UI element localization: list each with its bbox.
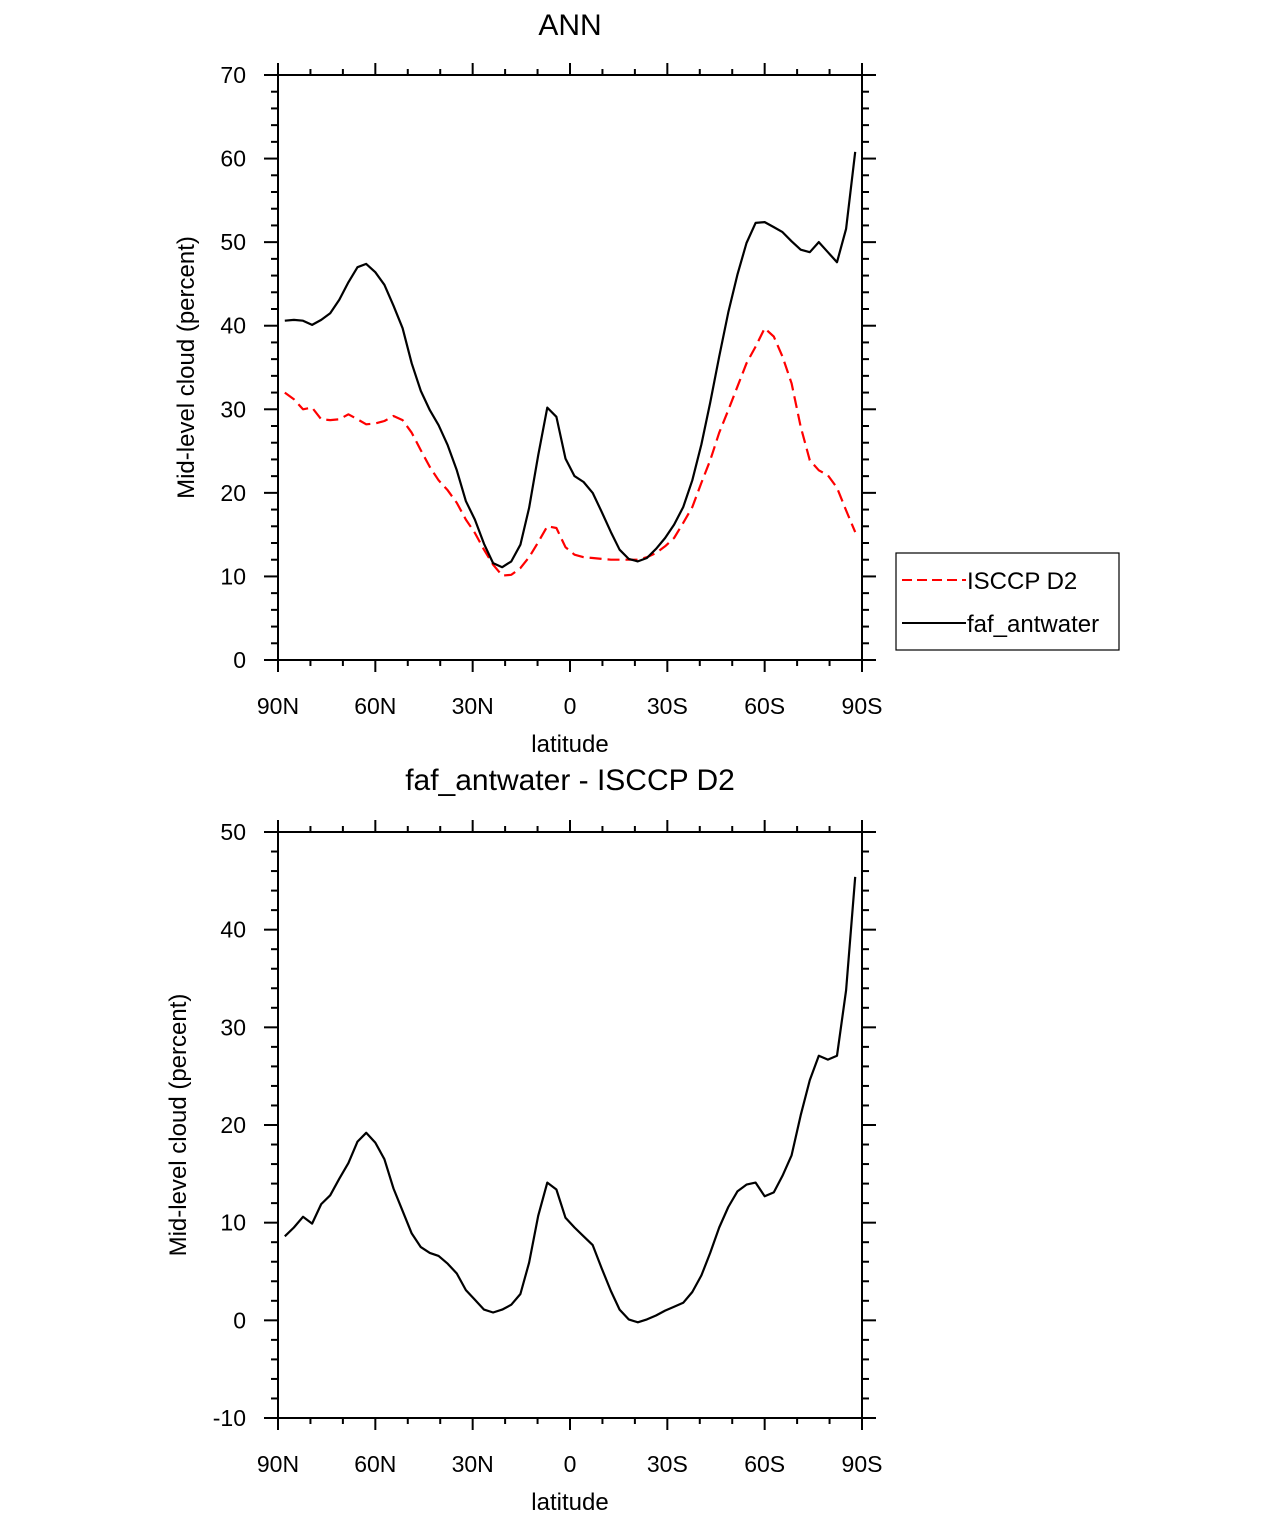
y-tick-label: 10 (220, 1210, 246, 1236)
y-tick-label: 20 (220, 1112, 246, 1138)
y-tick-label: -10 (213, 1405, 246, 1431)
y-tick-label: 70 (220, 62, 246, 88)
y-tick-label: 0 (233, 647, 246, 673)
chart-panel-2: 90N 60N 30N 0 30S 60S 90S -10 0 10 20 30 40 50 faf_ant… (165, 764, 882, 1516)
x-tick-label: 60S (744, 693, 785, 719)
x-tick-label: 90N (257, 1451, 299, 1477)
x-tick-label: 30S (647, 1451, 688, 1477)
y-tick-label: 20 (220, 480, 246, 506)
x-tick-label: 0 (564, 1451, 577, 1477)
x-tick-label: 30S (647, 693, 688, 719)
y-tick-label: 40 (220, 313, 246, 339)
x-tick-label: 90S (842, 1451, 883, 1477)
y-axis-title: Mid-level cloud (percent) (165, 994, 192, 1257)
x-tick-label: 0 (564, 693, 577, 719)
x-tick-label: 30N (452, 1451, 494, 1477)
x-tick-label: 30N (452, 693, 494, 719)
series-line-difference (284, 876, 857, 1324)
legend: ISCCP D2 faf_antwater (895, 552, 1120, 651)
y-tick-label: 50 (220, 229, 246, 255)
x-tick-label: 60S (744, 1451, 785, 1477)
y-tick-label: 10 (220, 563, 246, 589)
x-axis-title: latitude (531, 731, 608, 758)
y-tick-label: 0 (233, 1307, 246, 1333)
x-tick-label: 60N (354, 1451, 396, 1477)
legend-label: faf_antwater (967, 611, 1099, 638)
chart-title: faf_antwater - ISCCP D2 (405, 764, 735, 797)
y-tick-label: 60 (220, 146, 246, 172)
plot-frame (277, 831, 863, 1419)
y-axis-title: Mid-level cloud (percent) (173, 236, 200, 499)
x-axis-title: latitude (531, 1489, 608, 1516)
chart-panel-1: 90N 60N 30N 0 30S 60S 90S 0 10 20 30 40 50 60 70 ANN lat… (173, 9, 1120, 758)
legend-box (895, 552, 1120, 651)
x-tick-label: 90S (842, 693, 883, 719)
y-tick-label: 30 (220, 1014, 246, 1040)
x-tick-label: 90N (257, 693, 299, 719)
y-tick-label: 50 (220, 819, 246, 845)
y-tick-label: 30 (220, 396, 246, 422)
x-tick-label: 60N (354, 693, 396, 719)
series-line-isccp-d2 (284, 327, 857, 577)
y-tick-label: 40 (220, 917, 246, 943)
legend-label: ISCCP D2 (967, 568, 1077, 595)
chart-title: ANN (538, 9, 601, 42)
series-line-faf-antwater (284, 151, 857, 569)
plot-frame (277, 74, 863, 661)
